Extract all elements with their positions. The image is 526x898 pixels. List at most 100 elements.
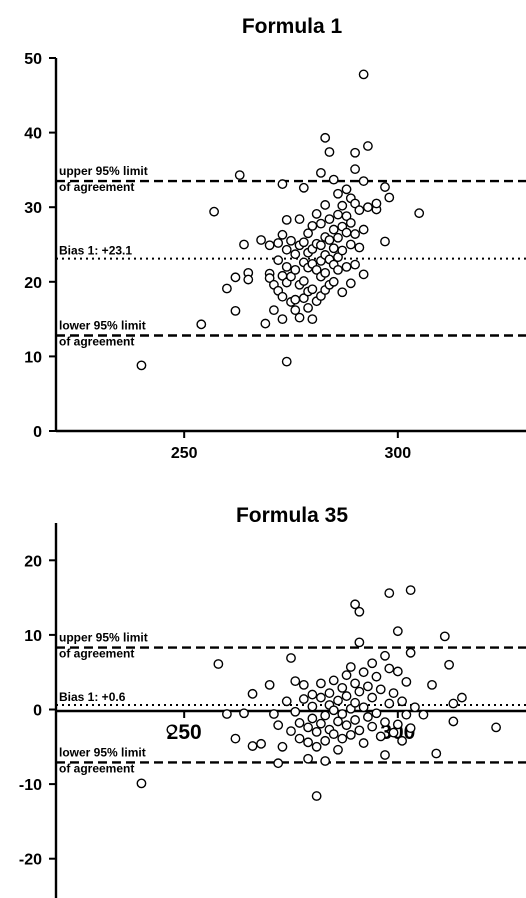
data-point (290, 305, 301, 316)
data-point (320, 735, 331, 746)
data-point (230, 733, 241, 744)
data-point (320, 756, 331, 766)
data-point (286, 653, 296, 663)
data-point (311, 726, 322, 737)
data-point (320, 200, 331, 210)
data-point (341, 691, 352, 701)
data-point (363, 681, 373, 692)
y-tick-label: -20 (19, 852, 42, 869)
x-tick-label: 250 (167, 721, 202, 744)
chart-title: Formula 35 (236, 504, 348, 527)
y-tick-label: 0 (33, 424, 42, 441)
data-point (281, 244, 292, 255)
data-point (380, 650, 390, 661)
data-point (311, 209, 322, 219)
data-point (286, 726, 296, 737)
data-point (405, 723, 416, 734)
data-point (277, 741, 288, 752)
data-point (307, 314, 318, 324)
data-point (294, 718, 305, 728)
data-point (491, 722, 501, 733)
data-point (405, 585, 416, 596)
data-point (286, 271, 296, 282)
data-point (307, 689, 318, 700)
data-point (448, 716, 459, 727)
data-point (269, 709, 279, 719)
data-point (303, 303, 313, 313)
data-point (358, 269, 369, 280)
data-point (303, 722, 313, 733)
data-point (333, 716, 343, 727)
data-point (341, 227, 352, 238)
data-point (337, 682, 348, 693)
data-point (350, 697, 360, 708)
data-point (358, 667, 369, 678)
y-tick-label: 10 (24, 628, 42, 645)
data-point (273, 758, 284, 769)
data-point (341, 670, 352, 681)
data-point (328, 729, 339, 740)
data-point (448, 698, 459, 709)
lower-line-label: of agreement (59, 335, 134, 349)
data-point (281, 356, 292, 367)
data-point (320, 267, 331, 278)
data-point (294, 312, 305, 323)
data-point (307, 284, 318, 295)
data-point (341, 211, 352, 222)
data-point (303, 737, 313, 748)
data-point (375, 731, 386, 742)
data-point (337, 709, 348, 719)
data-point (239, 708, 249, 719)
data-point (328, 675, 339, 686)
data-point (328, 174, 339, 185)
chart-panel-formula-35: Formula 35-20-1001020250300upper 95% lim… (19, 504, 526, 898)
data-point (341, 184, 352, 195)
data-point (243, 274, 254, 285)
data-point (384, 663, 395, 674)
data-point (307, 220, 318, 231)
data-point (333, 188, 343, 199)
x-tick-label: 250 (171, 445, 198, 462)
data-point (384, 588, 395, 599)
data-point (350, 164, 360, 175)
data-point (298, 182, 309, 193)
y-tick-label: 20 (24, 275, 42, 292)
upper-line-label: upper 95% limit (59, 631, 148, 645)
data-point (277, 314, 288, 324)
lower-line-label: of agreement (59, 761, 134, 775)
data-point (367, 692, 378, 703)
y-tick-label: 30 (24, 200, 42, 217)
data-point (264, 240, 275, 251)
data-point (222, 283, 232, 294)
data-point (196, 319, 207, 330)
data-point (303, 753, 313, 764)
data-point (337, 287, 348, 298)
data-point (431, 748, 442, 759)
data-point (213, 659, 224, 669)
data-point (388, 688, 399, 698)
data-point (397, 735, 407, 746)
data-point (337, 245, 348, 256)
data-point (298, 694, 309, 704)
data-point (281, 214, 292, 225)
data-point (384, 192, 395, 203)
data-point (358, 224, 369, 235)
data-point (324, 235, 335, 245)
y-tick-label: -10 (19, 777, 42, 794)
bias-line-label: Bias 1: +23.1 (59, 244, 132, 258)
data-point (298, 293, 309, 304)
data-point (316, 218, 326, 229)
data-point (298, 276, 309, 286)
data-point (333, 695, 343, 706)
data-point (247, 688, 258, 699)
chart-panel-formula-1: Formula 1 0 10 20 30 40 50 250 300 upper 95% limi… (24, 15, 526, 462)
data-point (277, 229, 288, 240)
data-point (311, 741, 322, 752)
data-point (316, 718, 326, 729)
data-point (354, 725, 365, 736)
data-point (358, 738, 369, 748)
data-point (307, 713, 318, 724)
data-point (363, 141, 373, 151)
y-tick-label: 40 (24, 126, 42, 143)
data-point (350, 599, 360, 610)
